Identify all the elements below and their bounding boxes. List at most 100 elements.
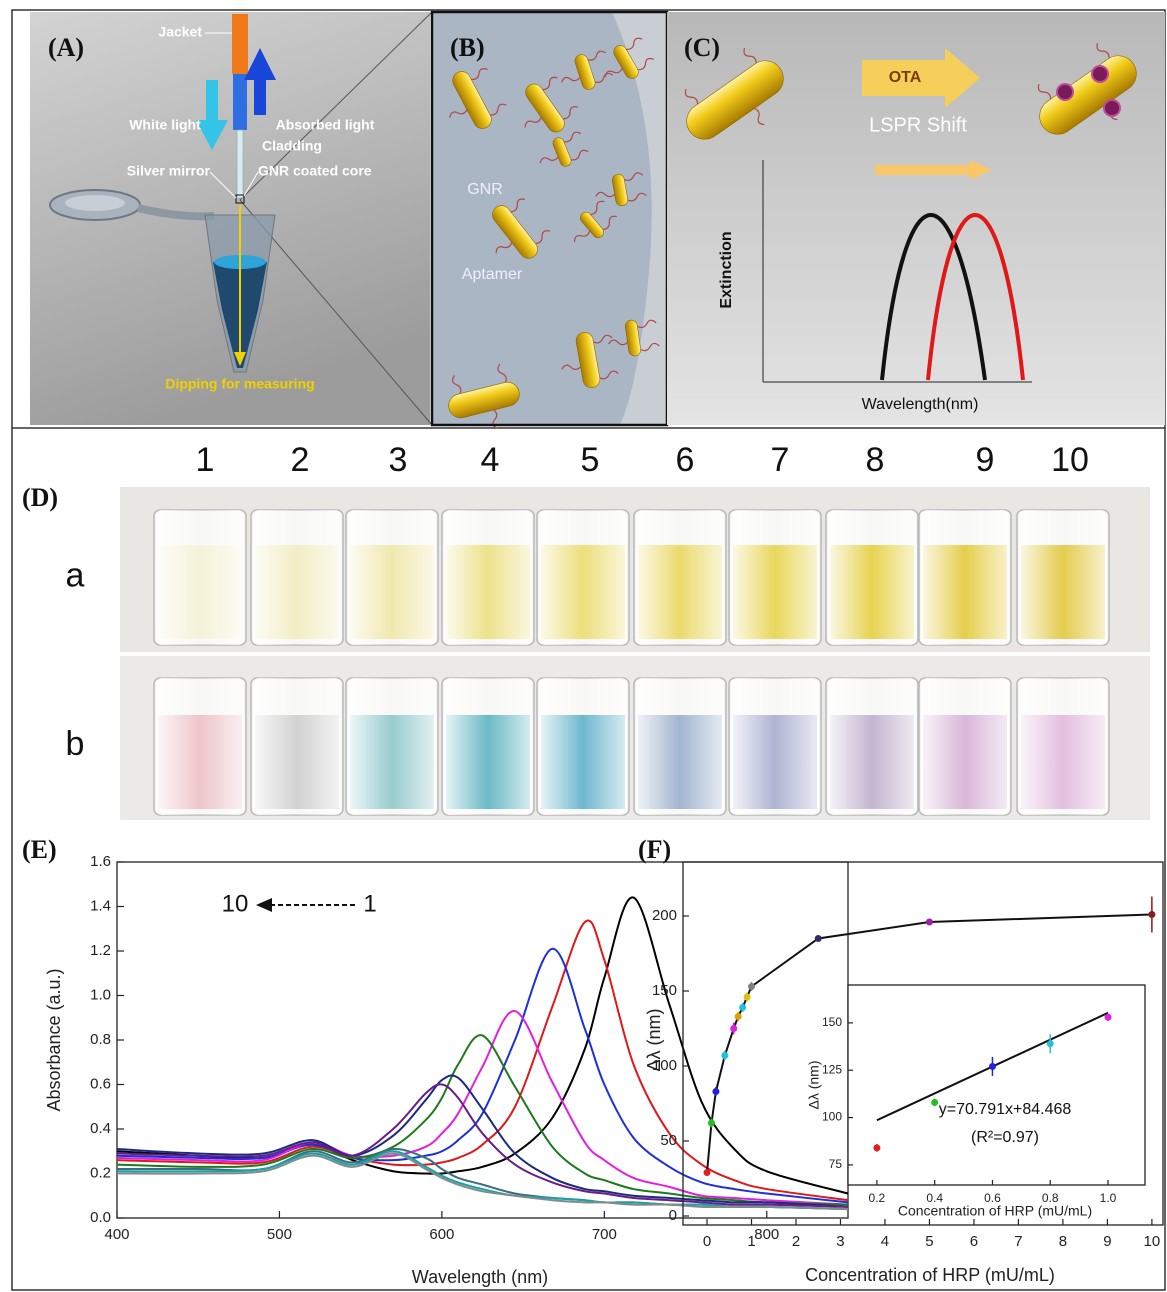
vial-glass bbox=[348, 510, 436, 645]
annotation: y=70.791x+84.468 bbox=[939, 1101, 1072, 1118]
vial-glass bbox=[636, 678, 724, 815]
data-point bbox=[989, 1063, 996, 1070]
data-point bbox=[730, 1025, 737, 1032]
x-axis-label: Concentration of HRP (mU/mL) bbox=[805, 1265, 1055, 1285]
x-tick-label: 9 bbox=[1103, 1233, 1111, 1250]
x-tick-label: 2 bbox=[792, 1233, 800, 1250]
column-label: 6 bbox=[676, 441, 695, 479]
label: LSPR Shift bbox=[869, 114, 967, 136]
y-tick-label: 1.4 bbox=[90, 897, 111, 914]
data-point bbox=[744, 994, 751, 1001]
vial-glass bbox=[731, 678, 819, 815]
panel-label: (C) bbox=[684, 33, 720, 62]
y-tick-label: 1.2 bbox=[90, 942, 111, 959]
panel-c: (C) OTA LSPR Shift Extinction Wavelength… bbox=[667, 12, 1165, 425]
x-tick-label: 7 bbox=[1014, 1233, 1022, 1250]
data-point bbox=[815, 935, 822, 942]
y-tick-label: 150 bbox=[652, 982, 677, 999]
y-tick-label: 1.0 bbox=[90, 986, 111, 1003]
panel-label: (B) bbox=[450, 33, 485, 62]
x-tick-label: 700 bbox=[592, 1226, 617, 1243]
panel-label: (F) bbox=[638, 835, 671, 864]
data-point bbox=[721, 1052, 728, 1059]
row-label: a bbox=[66, 556, 85, 594]
column-label: 5 bbox=[581, 441, 600, 479]
x-tick-label: 0.2 bbox=[869, 1191, 886, 1205]
x-tick-label: 600 bbox=[429, 1226, 454, 1243]
vial-glass bbox=[156, 678, 244, 815]
x-tick-label: 500 bbox=[267, 1226, 292, 1243]
panel-b: (B) GNR Aptamer bbox=[432, 12, 667, 439]
spectrum-line bbox=[117, 897, 848, 1193]
fiber-cladding bbox=[233, 74, 247, 130]
vial-glass bbox=[253, 678, 341, 815]
y-tick-label: 125 bbox=[822, 1062, 842, 1076]
vial-glass bbox=[1019, 678, 1107, 815]
ota-molecule bbox=[1092, 66, 1108, 82]
label: OTA bbox=[889, 69, 922, 86]
y-tick-label: 50 bbox=[660, 1132, 677, 1149]
y-tick-label: 100 bbox=[822, 1110, 842, 1124]
panel-label: (D) bbox=[22, 483, 58, 512]
label: Jacket bbox=[158, 24, 202, 40]
vial-glass bbox=[731, 510, 819, 645]
spectrum-line bbox=[117, 1035, 848, 1205]
spectrum-line bbox=[117, 1075, 848, 1206]
annotation: 1 bbox=[363, 890, 376, 917]
y-tick-label: 200 bbox=[652, 907, 677, 924]
data-point bbox=[739, 1004, 746, 1011]
y-tick-label: 0.0 bbox=[90, 1209, 111, 1226]
x-tick-label: 8 bbox=[1059, 1233, 1067, 1250]
y-tick-label: 75 bbox=[829, 1157, 843, 1171]
x-tick-label: 10 bbox=[1144, 1233, 1161, 1250]
column-label: 7 bbox=[771, 441, 790, 479]
axis-label: Extinction bbox=[718, 231, 735, 308]
row-label: b bbox=[66, 725, 85, 763]
y-tick-label: 0.6 bbox=[90, 1075, 111, 1092]
data-point bbox=[873, 1144, 880, 1151]
ota-molecule bbox=[1104, 100, 1120, 116]
label: Dipping for measuring bbox=[165, 376, 314, 392]
plot-frame bbox=[848, 985, 1145, 1185]
fiber-jacket bbox=[232, 14, 248, 74]
y-axis-label: Absorbance (a.u.) bbox=[44, 968, 64, 1111]
annotation: (R²=0.97) bbox=[971, 1129, 1039, 1146]
data-point bbox=[1148, 911, 1155, 918]
y-tick-label: 1.6 bbox=[90, 853, 111, 870]
vial-glass bbox=[636, 510, 724, 645]
y-tick-label: 150 bbox=[822, 1015, 842, 1029]
x-axis-label: Concentration of HRP (mU/mL) bbox=[898, 1203, 1092, 1219]
fiber-core bbox=[237, 130, 243, 198]
data-point bbox=[931, 1099, 938, 1106]
vial-glass bbox=[444, 678, 532, 815]
vial-glass bbox=[921, 510, 1009, 645]
data-point bbox=[1047, 1040, 1054, 1047]
label: White light bbox=[129, 117, 201, 133]
x-tick-label: 400 bbox=[104, 1226, 129, 1243]
y-tick-label: 0.2 bbox=[90, 1164, 111, 1181]
vial-glass bbox=[828, 510, 916, 645]
label: GNR bbox=[467, 181, 503, 198]
y-tick-label: 0.4 bbox=[90, 1120, 111, 1137]
vial-glass bbox=[1019, 510, 1107, 645]
vial-glass bbox=[539, 678, 627, 815]
data-point bbox=[735, 1013, 742, 1020]
spectrum-line bbox=[117, 949, 848, 1203]
page: {"panels": { "A": {"label": "(A)", "jack… bbox=[0, 0, 1167, 1292]
y-tick-label: 0 bbox=[669, 1207, 677, 1224]
column-label: 9 bbox=[976, 441, 995, 479]
x-tick-label: 6 bbox=[970, 1233, 978, 1250]
annotation-arrow-head bbox=[256, 898, 272, 912]
vial-glass bbox=[539, 510, 627, 645]
vial-glass bbox=[348, 678, 436, 815]
data-point bbox=[748, 983, 755, 990]
panel-label: (A) bbox=[48, 33, 84, 62]
vial-glass bbox=[921, 678, 1009, 815]
vial-glass bbox=[828, 678, 916, 815]
column-label: 3 bbox=[389, 441, 408, 479]
x-tick-label: 1.0 bbox=[1100, 1191, 1117, 1205]
column-label: 2 bbox=[291, 441, 310, 479]
figure: (A) Jacket White light Absorbed light Cl… bbox=[0, 0, 1167, 1292]
data-point bbox=[708, 1120, 715, 1127]
y-axis-label: Δλ (nm) bbox=[806, 1060, 822, 1109]
